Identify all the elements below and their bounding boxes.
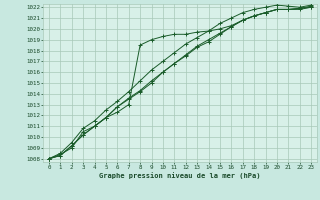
X-axis label: Graphe pression niveau de la mer (hPa): Graphe pression niveau de la mer (hPa) xyxy=(99,173,261,179)
